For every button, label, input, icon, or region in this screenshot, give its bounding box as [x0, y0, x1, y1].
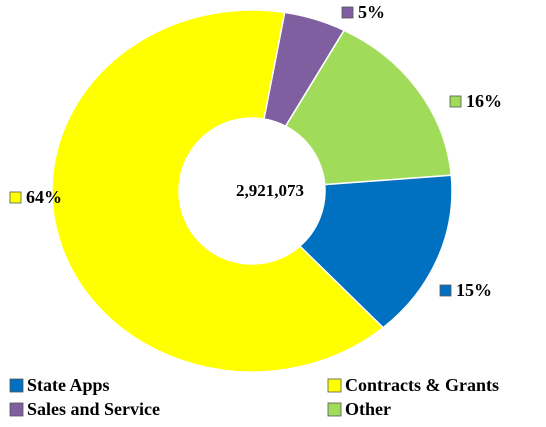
legend-label: State Apps [27, 375, 110, 395]
legend-swatch [327, 402, 342, 417]
label-swatch [341, 6, 354, 19]
slice [298, 174, 453, 329]
slice [263, 11, 346, 128]
slice [51, 9, 385, 373]
data-label: 15% [456, 280, 492, 300]
slice [284, 29, 453, 186]
label-swatch [9, 191, 22, 204]
legend-swatch [9, 402, 24, 417]
data-label: 5% [358, 2, 385, 22]
legend-label: Other [345, 399, 391, 419]
legend-swatch [9, 378, 24, 393]
legend-swatch [327, 378, 342, 393]
label-swatch [439, 284, 452, 297]
data-label: 64% [26, 187, 62, 207]
label-swatch [449, 95, 462, 108]
legend-label: Contracts & Grants [345, 375, 499, 395]
center-label: 2,921,073 [236, 181, 304, 200]
legend-label: Sales and Service [27, 399, 160, 419]
data-label: 16% [466, 91, 502, 111]
